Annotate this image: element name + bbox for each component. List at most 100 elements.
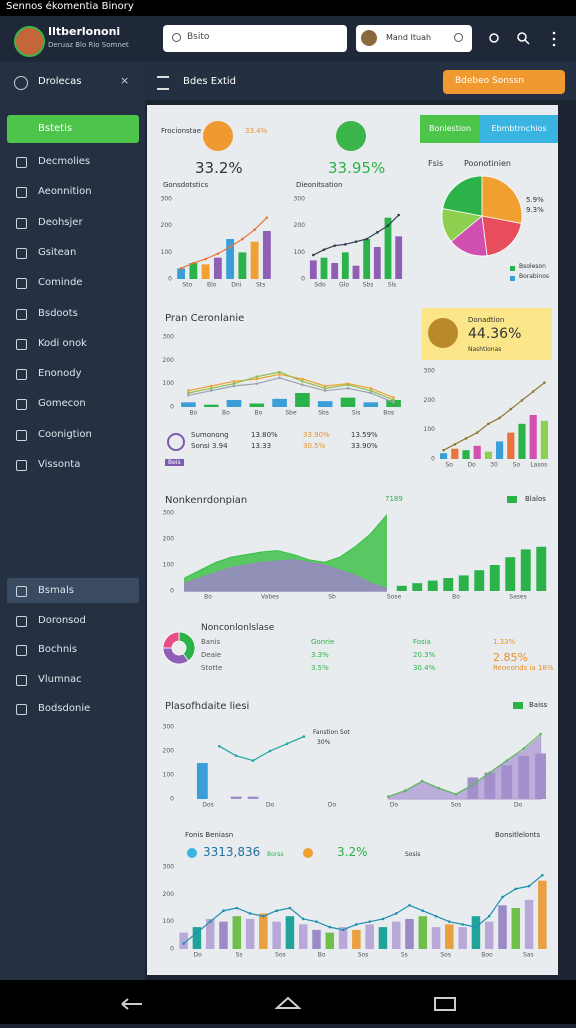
avatar[interactable] bbox=[14, 26, 45, 57]
sidebar: Drolecas × Bstetis Decmolies Aeonnition De… bbox=[0, 62, 145, 980]
bar bbox=[365, 924, 374, 949]
back-button[interactable] bbox=[121, 998, 142, 1010]
pie-slice bbox=[481, 175, 523, 224]
active-item-label: Bstetis bbox=[38, 123, 73, 134]
sidebar-item[interactable]: Vissonta bbox=[38, 459, 81, 470]
menu-icon[interactable] bbox=[157, 76, 169, 90]
item-icon bbox=[16, 369, 27, 381]
line-point bbox=[421, 909, 425, 913]
line-point bbox=[192, 261, 195, 265]
line-point bbox=[228, 245, 232, 249]
sidebar-item[interactable]: Bochnis bbox=[38, 644, 78, 655]
line-point bbox=[241, 237, 244, 241]
chart: 0 100 200 300 Bo Vabes Sb Sose Bo Sases bbox=[163, 510, 549, 601]
bar bbox=[285, 916, 295, 949]
sidebar-item[interactable]: Bsdoots bbox=[38, 307, 78, 319]
bar bbox=[518, 423, 526, 459]
sidebar-item[interactable]: Cominde bbox=[38, 277, 83, 289]
pie-title: Poonotinien bbox=[464, 159, 511, 168]
sidebar-item[interactable]: Coonigtion bbox=[38, 428, 92, 440]
line-point bbox=[187, 391, 190, 395]
pie-slice bbox=[481, 215, 522, 257]
tab[interactable]: Ebmbtrnchios bbox=[480, 115, 558, 143]
bar bbox=[458, 927, 467, 949]
annotation-value: 30% bbox=[317, 739, 331, 746]
sidebar-item[interactable]: Gsitean bbox=[38, 246, 77, 258]
x-tick-label: Dos bbox=[202, 802, 213, 809]
sidebar-item[interactable]: Deohsjer bbox=[38, 216, 83, 228]
recent-button[interactable] bbox=[434, 997, 456, 1011]
line-point bbox=[255, 377, 259, 381]
line-point bbox=[232, 384, 236, 388]
item-icon bbox=[16, 674, 27, 686]
y-tick-label: 100 bbox=[294, 249, 306, 256]
x-tick-label: Bo bbox=[452, 594, 460, 601]
bar bbox=[484, 772, 496, 799]
sidebar-item[interactable]: Bsmals bbox=[38, 585, 74, 596]
line-point bbox=[262, 914, 265, 918]
icon bbox=[552, 37, 556, 41]
line-point bbox=[369, 391, 373, 395]
y-tick-label: 200 bbox=[163, 748, 175, 755]
sidebar-item[interactable]: Vlumnac bbox=[38, 673, 82, 685]
header-icons[interactable] bbox=[480, 26, 570, 52]
home-button[interactable] bbox=[274, 996, 302, 1009]
line bbox=[388, 733, 541, 798]
profile-box[interactable]: Mand Ituah bbox=[356, 25, 472, 52]
bar bbox=[520, 549, 531, 591]
icon[interactable] bbox=[552, 31, 556, 35]
bar bbox=[363, 239, 371, 279]
active-item[interactable]: Bstetis bbox=[7, 115, 139, 143]
line-point bbox=[354, 240, 358, 243]
icon[interactable] bbox=[489, 33, 499, 43]
tab[interactable]: Bonlestion bbox=[420, 115, 480, 143]
stat-value: 3.2% bbox=[337, 845, 368, 859]
sidebar-item[interactable]: Aeonnition bbox=[38, 186, 92, 198]
line-point bbox=[369, 389, 373, 392]
sidebar-item[interactable]: Decmolies bbox=[38, 156, 91, 167]
chart: 0 100 200 300 Sdo Glo Sbs Sls bbox=[294, 196, 404, 289]
close-icon[interactable]: × bbox=[120, 74, 130, 87]
table-cell: 33.90% bbox=[303, 431, 330, 439]
card: Fsis Poonotinien 5.9% 9.3% Bsoleson Borabinos bbox=[420, 150, 558, 290]
bar bbox=[340, 397, 356, 407]
line bbox=[188, 371, 394, 401]
profile-avatar bbox=[361, 30, 377, 46]
search-box[interactable]: Bsito bbox=[163, 25, 347, 52]
table-cell: Sumonong bbox=[191, 431, 229, 439]
toolbar-button[interactable]: Bdebeo Sonssn bbox=[443, 70, 565, 94]
highlight-title: Donadtion bbox=[468, 316, 505, 324]
bar bbox=[226, 400, 242, 407]
table-cell: 13.33 bbox=[251, 442, 272, 450]
search-text: Bsito bbox=[187, 32, 210, 42]
kpi-value: 33.2% bbox=[195, 159, 243, 177]
item-icon bbox=[16, 278, 27, 290]
sidebar-item[interactable]: Bodsdonie bbox=[38, 703, 91, 714]
y-tick-label: 300 bbox=[161, 196, 173, 203]
x-tick-label: Bo bbox=[222, 410, 230, 417]
y-tick-label: 300 bbox=[163, 510, 175, 517]
bar bbox=[247, 796, 259, 799]
line-point bbox=[454, 792, 458, 796]
item-icon bbox=[16, 187, 27, 199]
bar bbox=[412, 583, 423, 591]
bar bbox=[179, 932, 188, 949]
summary-cell: 1.33% bbox=[493, 638, 516, 646]
bar bbox=[431, 927, 441, 949]
subchart-legend: Bonsitlelonts bbox=[495, 831, 541, 839]
y-tick-label: 300 bbox=[163, 724, 175, 731]
pie-chart bbox=[162, 631, 196, 665]
sidebar-item[interactable]: Doronsod bbox=[38, 614, 86, 626]
sidebar-item[interactable]: Kodi onok bbox=[38, 337, 87, 349]
sidebar-item[interactable]: Gomecon bbox=[38, 398, 86, 410]
item-icon bbox=[16, 704, 27, 715]
icon[interactable] bbox=[517, 32, 527, 42]
stat-icon bbox=[187, 848, 197, 858]
summary-cell: Fosia bbox=[413, 638, 431, 646]
sidebar-item[interactable]: Enonody bbox=[38, 368, 82, 380]
line-point bbox=[232, 382, 236, 385]
card-badge: 7189 bbox=[385, 495, 403, 503]
x-tick-label: Sb bbox=[328, 594, 336, 601]
summary-cell: Deaie bbox=[201, 651, 222, 659]
bar bbox=[427, 580, 438, 591]
